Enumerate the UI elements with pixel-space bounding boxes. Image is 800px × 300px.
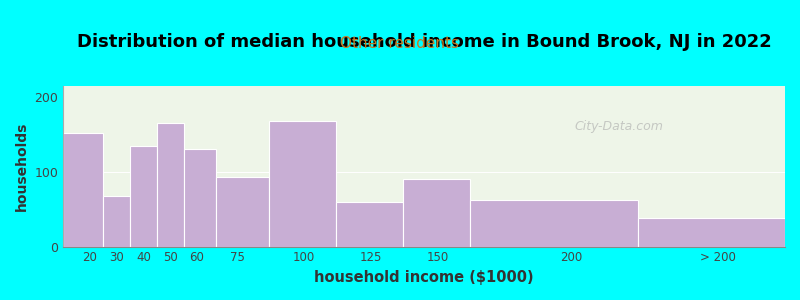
- Bar: [269, 121, 336, 247]
- Bar: [470, 200, 638, 247]
- Bar: [157, 123, 183, 247]
- Y-axis label: households: households: [15, 122, 29, 211]
- Text: City-Data.com: City-Data.com: [574, 120, 663, 133]
- Title: Distribution of median household income in Bound Brook, NJ in 2022: Distribution of median household income …: [77, 33, 771, 51]
- Bar: [130, 146, 157, 247]
- Bar: [402, 179, 470, 247]
- X-axis label: household income ($1000): household income ($1000): [314, 270, 534, 285]
- Text: Other residents: Other residents: [341, 36, 459, 51]
- Bar: [216, 177, 269, 247]
- Bar: [63, 133, 103, 247]
- Bar: [336, 202, 402, 247]
- Bar: [103, 196, 130, 247]
- Bar: [183, 149, 216, 247]
- Bar: [638, 218, 785, 247]
